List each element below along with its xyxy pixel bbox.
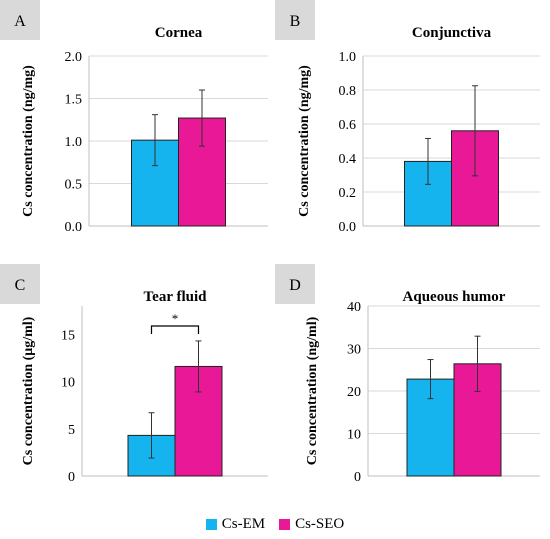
y-tick-label: 0 bbox=[354, 470, 361, 485]
y-axis-label: Cs concentration (ng/mg) bbox=[297, 65, 312, 217]
y-axis-label: Cs concentration (ng/ml) bbox=[305, 316, 320, 465]
y-axis-label: Cs concentration (μg/ml) bbox=[21, 316, 36, 465]
panel-b: B Conjunctiva 0.0 0.2 0.4 0.6 0.8 1.0 Cs concent… bbox=[275, 0, 540, 235]
y-tick-label: 2.0 bbox=[65, 50, 83, 65]
legend-swatch-cs-seo bbox=[279, 518, 291, 530]
panel-letter: B bbox=[290, 13, 301, 30]
y-tick-label: 0 bbox=[68, 470, 75, 485]
y-tick-label: 30 bbox=[347, 343, 361, 358]
chart-title: Aqueous humor bbox=[403, 289, 506, 305]
legend-swatch-cs-em bbox=[205, 518, 217, 530]
legend-label-cs-seo: Cs-SEO bbox=[295, 515, 345, 532]
y-tick-label: 0.5 bbox=[65, 178, 83, 193]
significance-bracket bbox=[150, 325, 200, 334]
y-tick-label: 1.5 bbox=[65, 93, 83, 108]
legend-label-cs-em: Cs-EM bbox=[221, 515, 266, 532]
y-tick-label: 0.0 bbox=[339, 220, 357, 235]
y-tick-label: 0.2 bbox=[339, 186, 357, 201]
panel-letter: D bbox=[289, 277, 301, 294]
chart-title: Tear fluid bbox=[144, 289, 208, 305]
y-tick-label: 0.4 bbox=[339, 152, 357, 167]
y-tick-label: 0.6 bbox=[339, 118, 357, 133]
y-tick-label: 10 bbox=[61, 376, 75, 391]
y-tick-label: 40 bbox=[347, 300, 361, 315]
y-tick-label: 1.0 bbox=[65, 135, 83, 150]
chart-title: Conjunctiva bbox=[412, 25, 492, 41]
y-tick-label: 5 bbox=[68, 423, 75, 438]
panel-letter: C bbox=[15, 277, 26, 294]
y-tick-label: 10 bbox=[347, 428, 361, 443]
panel-letter: A bbox=[14, 13, 26, 30]
y-tick-label: 15 bbox=[61, 328, 75, 343]
significance-marker: * bbox=[172, 311, 179, 326]
y-tick-label: 0.0 bbox=[65, 220, 83, 235]
y-tick-label: 0.8 bbox=[339, 84, 357, 99]
panel-d: D Aqueous humor 0 10 20 30 40 Cs concentration … bbox=[275, 264, 540, 485]
panel-c: C Tear fluid 0 5 10 15 Cs concentration (μg/ml… bbox=[0, 264, 268, 485]
y-tick-label: 20 bbox=[347, 385, 361, 400]
legend-item-cs-em: Cs-EM bbox=[205, 515, 266, 533]
panel-letter-box bbox=[0, 264, 40, 304]
panel-letter-box bbox=[275, 0, 315, 40]
y-tick-label: 1.0 bbox=[339, 50, 357, 65]
panel-a: A Cornea 0.0 0.5 1.0 1.5 2.0 Cs concentration (… bbox=[0, 0, 268, 235]
legend-item-cs-seo: Cs-SEO bbox=[279, 516, 344, 533]
panel-letter-box bbox=[275, 264, 315, 304]
chart-title: Cornea bbox=[155, 25, 203, 41]
bar-cs-seo bbox=[453, 363, 502, 477]
legend: Cs-EM Cs-SEO bbox=[0, 512, 550, 536]
y-axis-label: Cs concentration (ng/mg) bbox=[21, 65, 36, 217]
panel-letter-box bbox=[0, 0, 40, 40]
